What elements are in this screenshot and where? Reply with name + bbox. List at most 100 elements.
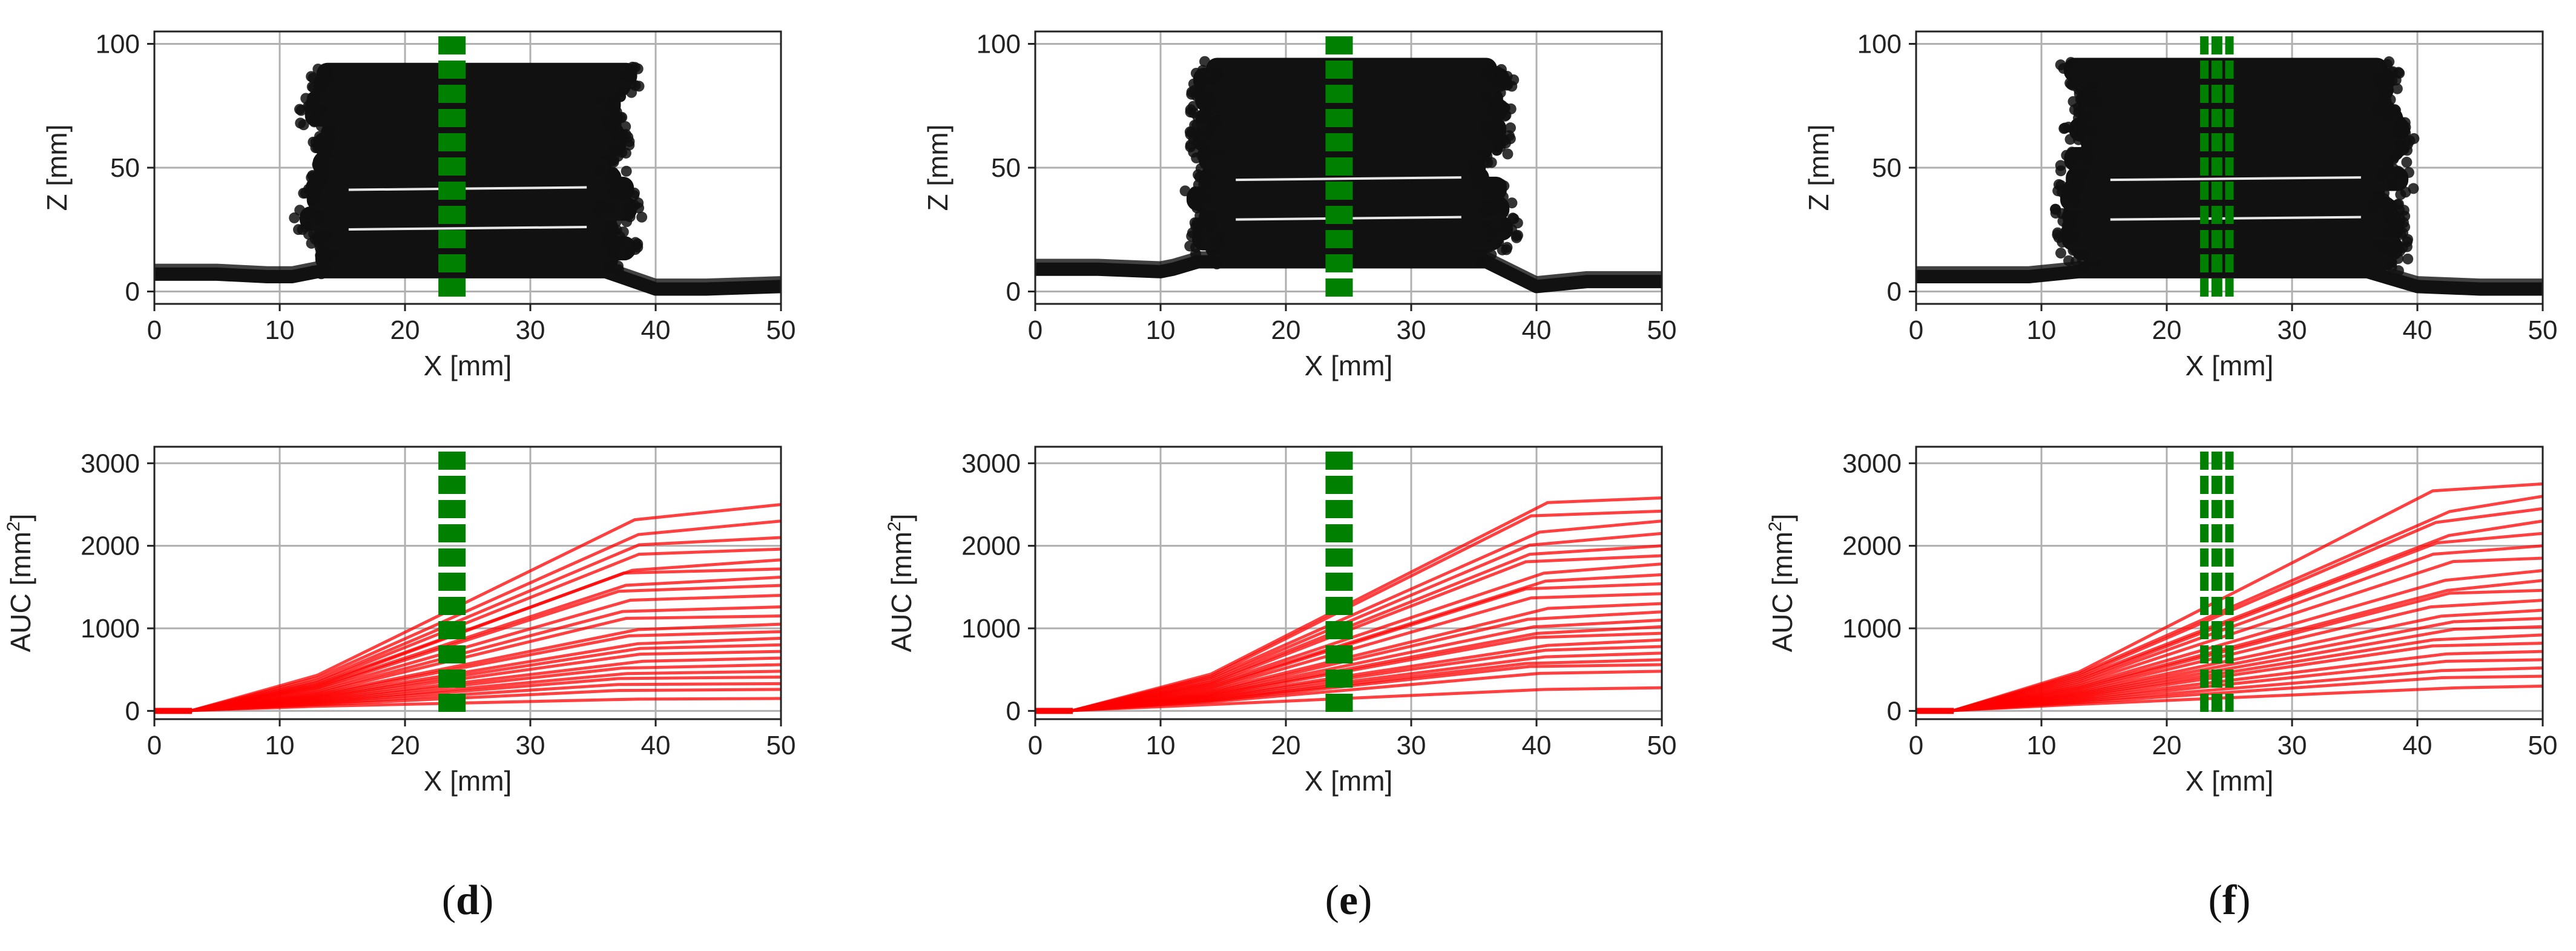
scan-point: [321, 254, 332, 266]
scan-point: [2395, 189, 2406, 200]
scan-point: [1179, 185, 1191, 197]
scan-point: [2394, 213, 2406, 225]
scan-point: [320, 265, 331, 276]
y-axis-label: AUC [mm2]: [4, 514, 36, 653]
scan-point: [2073, 107, 2084, 118]
scan-point: [306, 71, 317, 82]
scan-point: [2377, 96, 2389, 107]
scan-point: [2055, 160, 2066, 171]
plot-area: [1035, 452, 1662, 714]
scan-point: [2058, 63, 2069, 74]
scan-point: [1481, 188, 1493, 199]
scan-point: [2060, 183, 2072, 195]
scan-point: [1204, 171, 1216, 182]
auc-chart-f: 0 10 20 30 40 50 0 1000 2000 3000 X [mm] AUC [mm2]: [1765, 446, 2557, 797]
scan-point: [1481, 176, 1492, 188]
layer-seam: [2110, 216, 2361, 221]
x-tick-label: 40: [641, 731, 671, 760]
plot-area: [1916, 36, 2543, 299]
scan-point: [601, 237, 613, 248]
scan-point: [2385, 67, 2397, 78]
scan-point: [294, 104, 306, 115]
scan-point: [1207, 96, 1218, 108]
y-tick-label: 2000: [961, 531, 1021, 561]
scan-point: [1492, 66, 1503, 77]
y-axis-label-main: AUC [mm: [886, 531, 917, 652]
panel-label-letter: d: [456, 877, 479, 924]
scan-point: [314, 214, 325, 226]
y-tick-label: 0: [1887, 696, 1902, 726]
scan-point: [1190, 248, 1201, 260]
scan-point: [1481, 69, 1492, 81]
z-profile-chart-d: 0 10 20 30 40 50 0 50 100 X [mm] Z [mm]: [41, 29, 796, 381]
scan-point: [2055, 248, 2067, 259]
scan-point: [315, 231, 326, 243]
x-tick-label: 30: [516, 315, 545, 345]
baseline-profile: [1916, 265, 2543, 296]
y-axis-label: Z [mm]: [922, 124, 954, 211]
plot-frame: [1034, 446, 1663, 720]
scan-point: [2066, 79, 2077, 90]
scan-point: [1497, 191, 1509, 203]
x-axis-label: X [mm]: [1305, 350, 1393, 381]
scan-point: [2077, 254, 2088, 265]
scan-point: [606, 186, 618, 198]
scan-point: [1486, 127, 1498, 139]
y-tick-label: 50: [1872, 153, 1902, 183]
y-axis-label-main: AUC [mm: [5, 531, 36, 652]
plot-frame: [1915, 446, 2544, 720]
scan-point: [2381, 243, 2393, 254]
scan-point: [2377, 166, 2389, 178]
scan-point: [1491, 76, 1502, 87]
scan-point: [1197, 65, 1208, 76]
y-tick-label: 3000: [961, 449, 1021, 478]
y-axis-label-sup: 2: [1765, 521, 1785, 531]
scan-point: [1202, 213, 1214, 225]
layer-seam: [1236, 176, 1461, 182]
y-tick-label: 0: [125, 696, 140, 726]
x-tick-label: 0: [1028, 731, 1043, 760]
auc-curve: [154, 502, 781, 712]
plot-area: [1035, 36, 1662, 299]
y-axis-label-main: AUC [mm: [1767, 531, 1798, 652]
scan-point: [2402, 253, 2414, 265]
scan-point: [608, 169, 620, 181]
x-axis-label: X [mm]: [2186, 350, 2274, 381]
scan-point: [636, 211, 648, 223]
scan-point: [596, 202, 607, 214]
panel-label-open: (: [1325, 877, 1339, 924]
x-tick-label: 20: [1271, 731, 1301, 760]
scan-point: [2083, 153, 2094, 165]
scan-point: [2084, 125, 2096, 136]
y-axis-label-close: ]: [886, 514, 917, 522]
y-tick-label: 50: [991, 153, 1021, 183]
layer-seam: [348, 186, 587, 191]
x-tick-label: 40: [641, 315, 671, 345]
x-axis-label: X [mm]: [2186, 765, 2274, 797]
x-tick-label: 10: [1146, 731, 1176, 760]
scan-point: [2074, 127, 2085, 139]
scan-point: [2380, 110, 2392, 122]
scan-point: [2387, 75, 2398, 87]
scan-point: [300, 221, 312, 232]
x-tick-label: 30: [2278, 315, 2307, 345]
scan-point: [608, 144, 619, 156]
x-tick-label: 10: [2027, 731, 2057, 760]
y-tick-label: 1000: [1842, 614, 1902, 643]
auc-chart-e: 0 10 20 30 40 50 0 1000 2000 3000 X [mm] AUC [mm2]: [884, 446, 1676, 797]
scan-point: [633, 81, 645, 92]
y-tick-label: 2000: [1842, 531, 1902, 561]
y-tick-label: 2000: [81, 531, 140, 561]
scan-point: [1191, 202, 1203, 214]
x-tick-label: 30: [516, 731, 545, 760]
scan-point: [2061, 150, 2072, 161]
panel-label: (f): [2209, 877, 2251, 924]
layer-seam: [348, 226, 587, 231]
scan-point: [2399, 125, 2411, 136]
scan-point: [2050, 208, 2061, 219]
scan-point: [1189, 186, 1201, 197]
scan-point: [1199, 255, 1210, 266]
scan-point: [2074, 117, 2086, 129]
